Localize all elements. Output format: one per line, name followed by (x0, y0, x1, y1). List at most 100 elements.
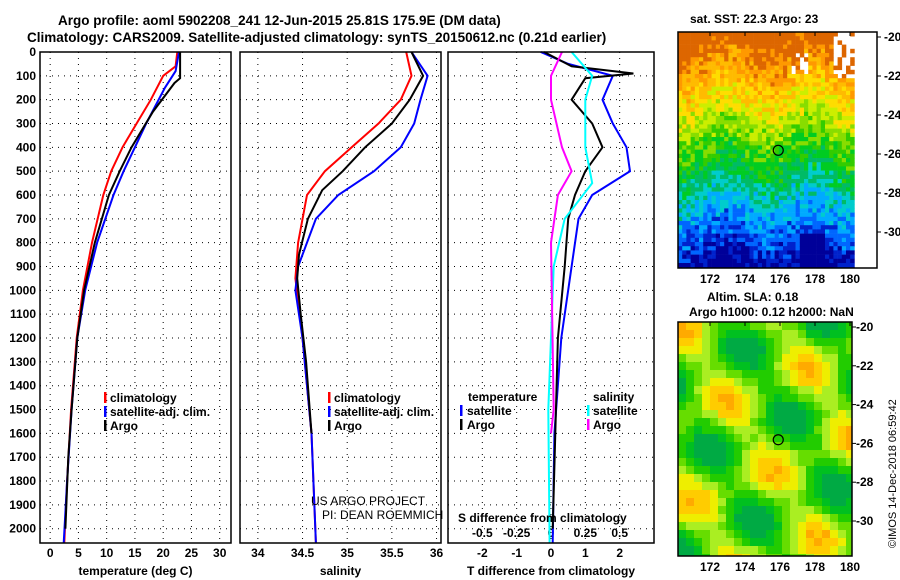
map-cell (846, 242, 851, 247)
map-cell (707, 57, 712, 62)
map-cell (745, 57, 750, 62)
map-cell (795, 225, 801, 230)
map-cell (774, 450, 783, 459)
map-cell (728, 32, 733, 37)
map-cell (812, 216, 817, 222)
map-cell (724, 208, 729, 213)
map-cell (841, 103, 847, 108)
map-frame (677, 31, 878, 269)
map-cell (846, 145, 851, 150)
map-cell (728, 36, 733, 41)
map-cell (686, 99, 691, 104)
map-cell (837, 107, 843, 113)
map-cell (806, 386, 815, 395)
map-cell (762, 74, 767, 79)
map-cell (678, 74, 683, 79)
map-cell (791, 174, 796, 180)
map-cell (694, 554, 703, 556)
map-cell (749, 44, 754, 50)
map-cell (804, 78, 809, 83)
s-tick-label: 0.25 (574, 526, 598, 540)
map-cell (686, 166, 691, 171)
map-cell (728, 132, 733, 138)
map-cell (710, 354, 719, 363)
map-cell (798, 402, 807, 411)
map-cell (833, 90, 838, 96)
map-cell (816, 107, 822, 113)
map-cell (787, 170, 792, 176)
map-cell (720, 32, 725, 37)
map-cell (774, 242, 780, 247)
map-cell (850, 174, 855, 180)
map-cell (690, 254, 696, 260)
map-cell (799, 99, 805, 104)
map-cell (678, 103, 683, 108)
map-cell (757, 162, 763, 167)
map-cell (766, 370, 775, 379)
map-cell (741, 111, 746, 117)
map-cell (682, 95, 687, 100)
map-cell (694, 95, 700, 100)
map-cell (678, 44, 683, 50)
map-cell (703, 74, 708, 79)
map-cell (783, 225, 788, 230)
map-cell (787, 137, 792, 142)
map-cell (678, 208, 683, 213)
map-cell (770, 233, 775, 239)
map-cell (711, 103, 717, 108)
map-cell (825, 162, 830, 167)
map-cell (690, 263, 696, 268)
x-axis-label: T difference from climatology (467, 564, 635, 578)
map-cell (742, 426, 751, 435)
map-cell (795, 107, 801, 113)
map-cell (724, 216, 729, 222)
map-cell (749, 204, 754, 209)
lat-tick-label: -28 (856, 475, 874, 489)
map-cell (702, 434, 711, 443)
map-cell (699, 103, 704, 108)
map-cell (799, 90, 805, 96)
map-cell (820, 103, 826, 108)
map-cell (766, 346, 775, 355)
map-cell (686, 229, 691, 234)
map-cell (694, 57, 700, 62)
map-cell (734, 362, 743, 371)
map-cell (728, 246, 733, 251)
map-cell (732, 263, 738, 268)
map-cell (783, 53, 788, 58)
map-cell (850, 124, 855, 129)
map-cell (795, 250, 801, 255)
map-cell (838, 378, 847, 387)
map-cell (814, 434, 823, 443)
map-cell (720, 86, 725, 92)
map-cell (766, 149, 771, 155)
map-cell (814, 506, 823, 515)
map-cell (690, 95, 696, 100)
map-cell (799, 40, 805, 45)
map-cell (734, 522, 743, 531)
map-cell (726, 338, 735, 347)
map-cell (829, 200, 834, 205)
map-cell (774, 120, 780, 125)
map-cell (703, 99, 708, 104)
map-cell (707, 254, 712, 260)
map-cell (694, 346, 703, 355)
map-cell (686, 212, 691, 218)
map-cell (846, 162, 851, 167)
x-tick-label: -1 (511, 546, 522, 560)
series-temperature-argo (543, 51, 634, 529)
map-cell (720, 242, 725, 247)
map-cell (816, 187, 822, 192)
map-cell (758, 346, 767, 355)
y-tick-label: 1200 (9, 331, 36, 345)
map-cell (682, 57, 687, 62)
y-tick-label: 1400 (9, 379, 36, 393)
map-cell (742, 530, 751, 539)
map-cell (783, 216, 788, 222)
map-cell (814, 418, 823, 427)
legend-item: Argo (334, 419, 362, 433)
map-cell (732, 48, 738, 54)
map-cell (790, 530, 799, 539)
map-cell (812, 120, 817, 125)
map-cell (816, 128, 822, 134)
